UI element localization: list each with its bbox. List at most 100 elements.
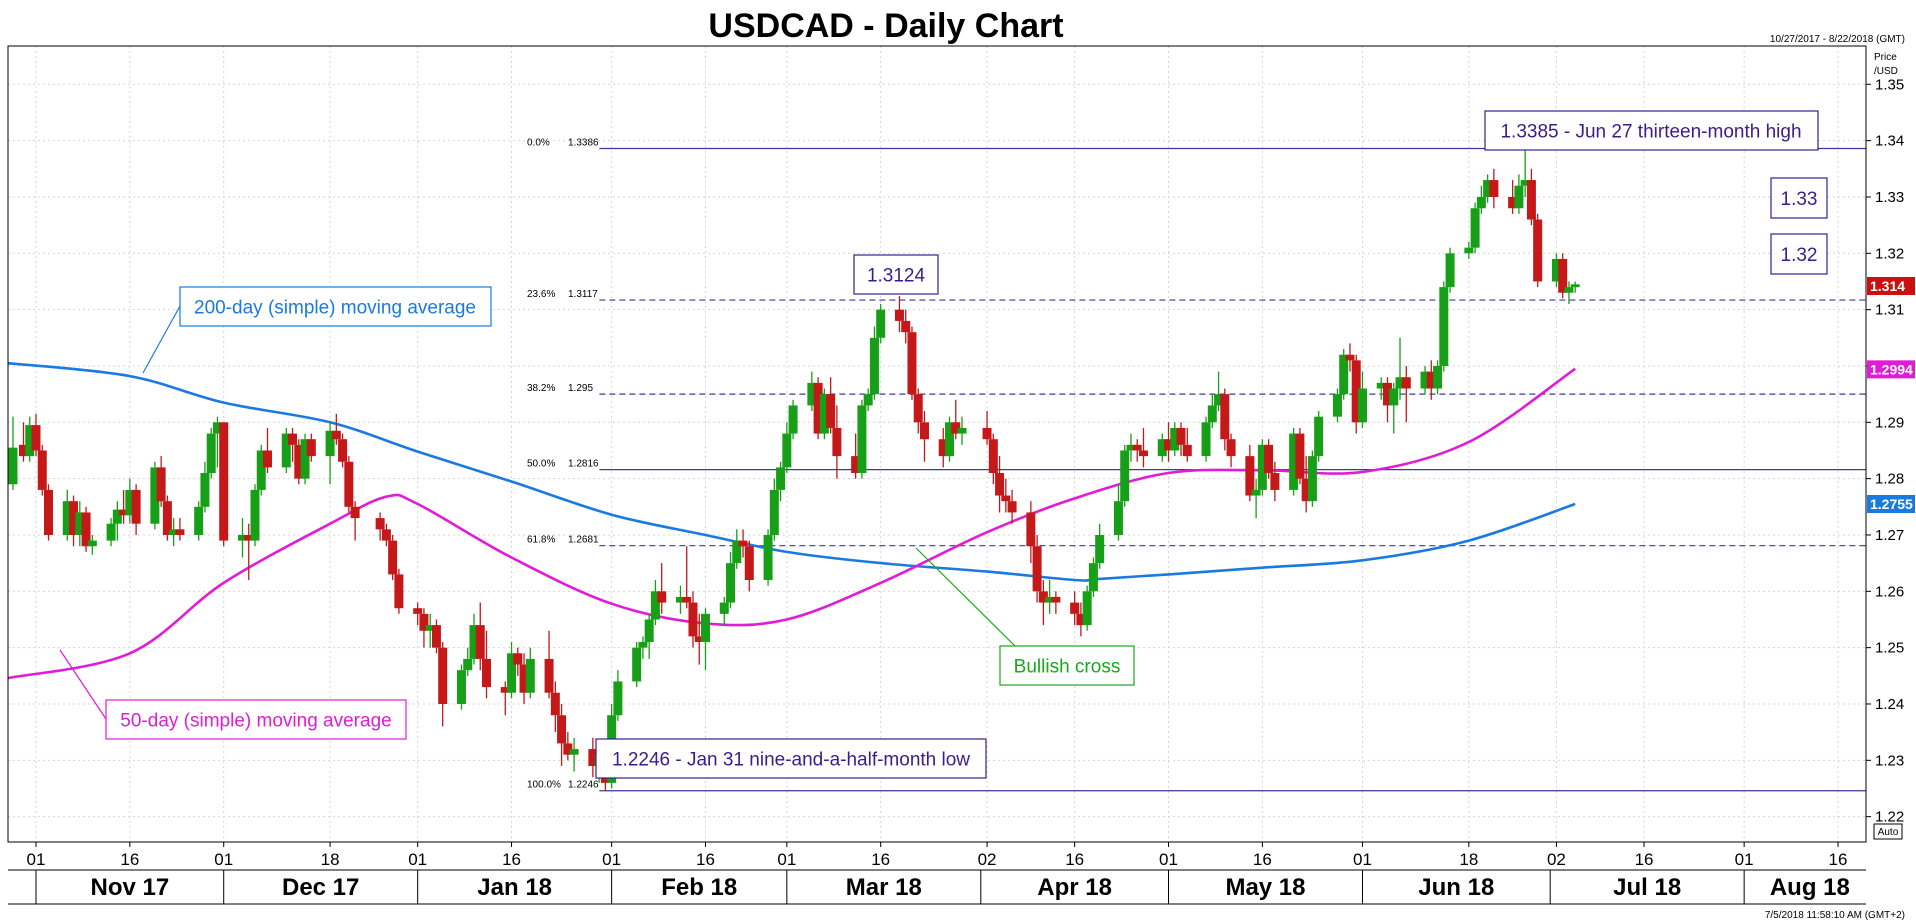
candle — [1007, 489, 1017, 524]
candle — [732, 529, 742, 569]
x-month-label: Feb 18 — [661, 874, 737, 901]
x-month-label: Apr 18 — [1037, 874, 1112, 901]
candle-body — [763, 534, 773, 581]
candle-body — [507, 653, 517, 693]
candle — [1301, 456, 1311, 513]
candle-body — [1520, 180, 1530, 186]
candle — [44, 484, 54, 541]
candle — [1508, 180, 1518, 214]
candle — [212, 416, 222, 468]
candle-body — [1051, 596, 1061, 603]
candle-body — [1508, 196, 1518, 209]
price-tag: 1.2994 — [1867, 360, 1915, 379]
x-day-label: 16 — [1065, 850, 1084, 869]
candle-body — [156, 467, 166, 502]
candle-body — [638, 642, 648, 648]
candle-body — [1270, 473, 1280, 490]
candle — [1395, 337, 1405, 400]
candle-body — [388, 540, 398, 575]
y-tick-label: 1.33 — [1875, 189, 1904, 206]
candle-body — [1120, 450, 1130, 502]
candle-body — [788, 405, 798, 434]
candle — [1038, 580, 1048, 626]
candle — [851, 433, 861, 479]
candle-body — [813, 382, 823, 434]
candle — [288, 427, 298, 462]
candle-body — [1289, 433, 1299, 490]
candle — [331, 413, 341, 445]
annotation-text: 1.3124 — [867, 266, 926, 287]
plot-frame — [7, 45, 1867, 843]
price-tag: 1.2755 — [1867, 494, 1915, 513]
candle — [1314, 411, 1324, 462]
y-tick-label: 1.24 — [1875, 696, 1904, 713]
candle — [413, 602, 423, 626]
candle-body — [1201, 422, 1211, 457]
candle — [1339, 349, 1349, 400]
candle-body — [550, 692, 560, 716]
candle-body — [1420, 371, 1430, 389]
annotation-box — [105, 699, 407, 740]
candle-body — [826, 394, 836, 428]
candle-body — [744, 546, 754, 581]
candle — [1157, 433, 1167, 462]
x-month-label: Jun 18 — [1418, 874, 1494, 901]
candle-body — [475, 625, 485, 659]
candle-body — [894, 309, 904, 321]
candle — [738, 529, 748, 558]
candle-body — [112, 509, 122, 524]
price-tag-text: 1.314 — [1870, 278, 1905, 294]
candle-body — [982, 427, 992, 440]
candle — [507, 642, 517, 699]
candle-body — [719, 602, 729, 614]
annotation-box — [595, 738, 987, 779]
x-day-label: 16 — [1829, 850, 1848, 869]
annotation-box — [1770, 233, 1828, 275]
candle — [1332, 388, 1342, 423]
fib-value-label: 1.3386 — [568, 138, 599, 149]
candle-body — [1439, 287, 1449, 366]
candle — [657, 563, 667, 614]
candle — [719, 596, 729, 626]
candle-body — [1526, 180, 1536, 220]
candle-body — [519, 664, 529, 693]
candle-body — [726, 563, 736, 603]
candle — [463, 647, 473, 676]
candle — [419, 608, 429, 648]
candle-body — [469, 625, 479, 659]
candle-body — [500, 687, 510, 693]
candle — [613, 670, 623, 721]
candle — [1514, 174, 1524, 214]
candle — [938, 427, 948, 468]
candle — [894, 296, 904, 333]
candle-body — [1164, 439, 1174, 451]
x-day-label: 16 — [696, 850, 715, 869]
candle-body — [106, 523, 116, 541]
timestamp-label: 7/5/2018 11:58:10 AM (GMT+2) — [1765, 910, 1905, 921]
candle — [250, 484, 260, 547]
candle-body — [913, 394, 923, 423]
candle-body — [1389, 388, 1399, 406]
candle-body — [81, 512, 91, 547]
candle — [237, 518, 247, 558]
candle-body — [1001, 495, 1011, 502]
candle-body — [18, 444, 28, 457]
candle — [394, 568, 404, 614]
candle-body — [419, 613, 429, 631]
candle-body — [150, 467, 160, 524]
candle-body — [644, 619, 654, 643]
candle-body — [413, 608, 423, 614]
candle-body — [1070, 602, 1080, 614]
x-day-label: 02 — [1547, 850, 1566, 869]
candle — [1201, 416, 1211, 462]
candle — [1164, 422, 1174, 462]
candle-body — [381, 529, 391, 541]
candle — [1295, 427, 1305, 485]
candle-body — [1301, 478, 1311, 502]
candle-body — [857, 405, 867, 474]
y-tick-label: 1.29 — [1875, 414, 1904, 431]
candle — [119, 489, 129, 524]
candle — [300, 433, 310, 485]
candle-body — [957, 427, 967, 434]
auto-scale-button[interactable] — [1873, 823, 1903, 840]
